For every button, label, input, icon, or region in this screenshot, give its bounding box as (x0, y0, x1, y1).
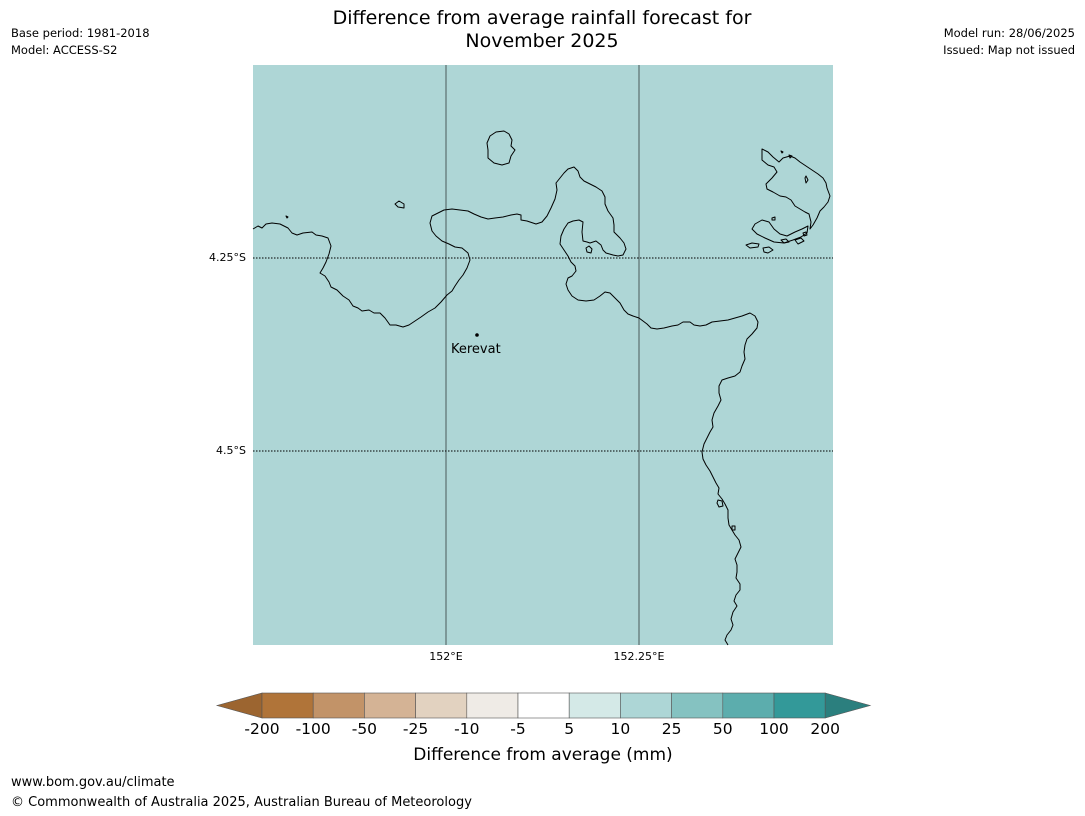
place-label-kerevat: Kerevat (451, 342, 501, 357)
colorbar-extend-high (824, 692, 872, 719)
colorbar-segment (620, 692, 672, 719)
colorbar-segment (722, 692, 775, 719)
colorbar-tick-label: -200 (244, 720, 280, 738)
islet-bay (585, 245, 593, 254)
island-ne-5 (780, 238, 790, 244)
colorbar-tick-label: -25 (402, 720, 429, 738)
islet-small-west (394, 200, 405, 209)
colorbar-segment (517, 692, 570, 719)
island-ne-8 (771, 216, 776, 221)
model-text: Model: ACCESS-S2 (11, 43, 118, 57)
colorbar-segment (671, 692, 724, 719)
island-ne-9 (780, 150, 784, 154)
colorbar-segment (466, 692, 519, 719)
colorbar-tick-label: 10 (610, 720, 631, 738)
lon-tick-152-25: 152.25°E (613, 650, 665, 663)
colorbar-segment (312, 692, 365, 719)
islet-tiny-west (285, 215, 289, 219)
ocean-area (253, 65, 833, 645)
islet-north (486, 130, 516, 166)
colorbar-segment (773, 692, 826, 719)
island-ne-7 (802, 231, 808, 237)
kerevat-marker (475, 333, 479, 337)
island-ne-4 (762, 246, 774, 254)
colorbar-tick-label: -50 (351, 720, 378, 738)
colorbar-tick-label: -10 (454, 720, 480, 738)
island-ne-10 (788, 154, 793, 159)
title-line-1: Difference from average rainfall forecas… (332, 7, 752, 29)
lat-tick-4-5: 4.5°S (216, 444, 246, 457)
island-ne-11 (804, 175, 809, 184)
colorbar-tick-label: 200 (810, 720, 840, 738)
base-period-text: Base period: 1981-2018 (11, 26, 150, 40)
island-ne-6 (794, 237, 805, 245)
footer-url: www.bom.gov.au/climate (11, 775, 175, 790)
model-run-text: Model run: 28/06/2025 (943, 26, 1075, 40)
islet-east-1 (716, 499, 724, 508)
colorbar-segment (261, 692, 314, 719)
colorbar-extend-low (215, 692, 263, 719)
colorbar-tick-label: 5 (564, 720, 575, 738)
colorbar-tick-label: -100 (295, 720, 331, 738)
islands-northeast (761, 148, 831, 230)
title-line-2: November 2025 (465, 30, 619, 52)
colorbar-tick-label: -5 (510, 720, 526, 738)
metadata-left: Base period: 1981-2018 Model: ACCESS-S2 (11, 25, 150, 59)
lon-tick-152: 152°E (429, 650, 463, 663)
footer-copyright: © Commonwealth of Australia 2025, Austra… (11, 795, 472, 810)
metadata-right: Model run: 28/06/2025 Issued: Map not is… (943, 25, 1075, 59)
colorbar-title: Difference from average (mm) (413, 745, 673, 765)
map-title: Difference from average rainfall forecas… (242, 7, 842, 53)
colorbar-segment (415, 692, 468, 719)
colorbar-tick-label: 100 (759, 720, 789, 738)
colorbar-tick-label: 25 (661, 720, 682, 738)
colorbar-segment (568, 692, 621, 719)
issued-text: Issued: Map not issued (943, 43, 1075, 57)
coastline-main (252, 166, 759, 646)
island-ne-3 (745, 242, 760, 249)
island-ne-2 (751, 219, 809, 244)
colorbar-segment (364, 692, 416, 719)
lat-tick-4-25: 4.25°S (209, 251, 246, 264)
colorbar-tick-label: 50 (712, 720, 733, 738)
islet-east-2 (731, 525, 736, 531)
